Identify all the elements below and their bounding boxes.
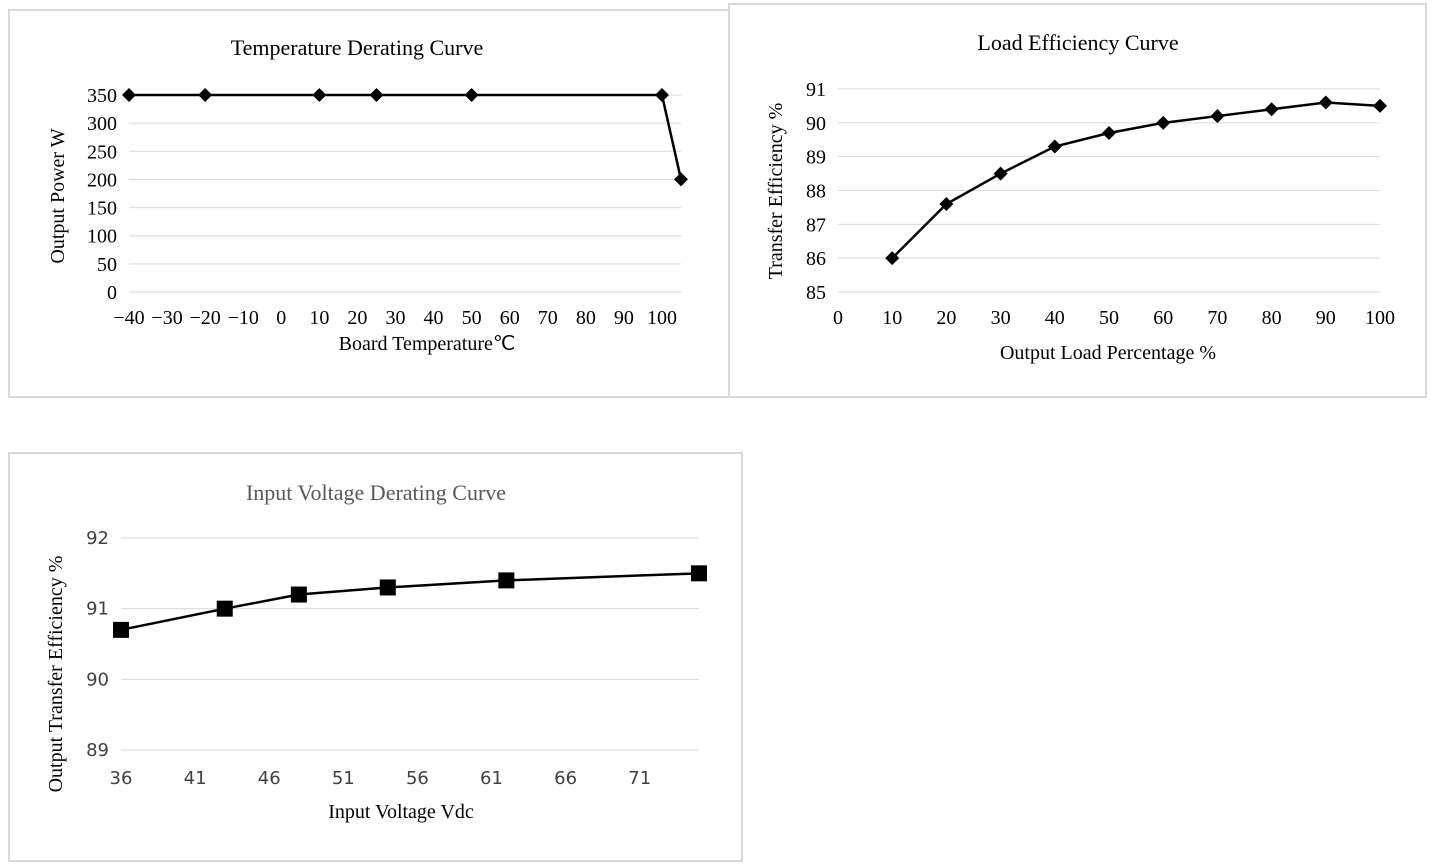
x-tick-label: 50 (462, 307, 482, 329)
x-tick-label: −10 (228, 307, 259, 329)
y-tick-label: 0 (107, 282, 117, 304)
x-tick-label: 20 (347, 307, 367, 329)
x-tick-label: 90 (1316, 307, 1336, 329)
y-tick-label: 300 (87, 113, 117, 135)
data-point-marker (379, 579, 396, 596)
series-line (120, 572, 700, 632)
temperature-derating-chart: Temperature Derating Curve Board Tempera… (8, 9, 730, 398)
y-tick-label: 89 (806, 147, 826, 169)
data-point-marker (885, 251, 900, 266)
input-voltage-derating-plot: Input Voltage Derating Curve Input Volta… (45, 480, 707, 823)
y-tick-label: 90 (86, 669, 109, 690)
x-tick-label: 70 (538, 307, 558, 329)
x-tick-label: 60 (500, 307, 520, 329)
data-point-marker (498, 572, 515, 589)
x-tick-label: 61 (480, 768, 503, 789)
x-tick-label: −20 (189, 307, 220, 329)
x-tick-label: 66 (554, 768, 577, 789)
data-point-marker (691, 565, 707, 582)
y-axis-label: Output Transfer Efficiency % (45, 556, 67, 793)
x-tick-label: 40 (424, 307, 444, 329)
data-point-marker (1102, 125, 1116, 140)
y-tick-label: 85 (806, 282, 826, 304)
y-axis-label: Transfer Efficiency % (765, 103, 787, 280)
data-point-marker (654, 88, 669, 102)
x-tick-label: 46 (258, 768, 281, 789)
x-tick-label: 40 (1045, 307, 1065, 329)
data-point-marker (939, 197, 954, 212)
data-point-marker (113, 621, 129, 638)
series-line (129, 93, 683, 180)
data-point-marker (674, 172, 688, 187)
x-tick-label: 0 (276, 307, 286, 329)
y-tick-label: 92 (86, 528, 109, 549)
x-tick-label: −40 (113, 307, 144, 329)
data-point-marker (216, 600, 233, 617)
x-tick-label: 100 (647, 307, 677, 329)
x-tick-label: 80 (576, 307, 596, 329)
data-point-marker (198, 88, 213, 102)
data-point-marker (312, 88, 327, 102)
x-tick-label: 80 (1262, 307, 1282, 329)
y-tick-label: 87 (806, 214, 826, 236)
x-tick-label: −30 (151, 307, 182, 329)
y-tick-label: 200 (87, 169, 117, 191)
y-tick-label: 350 (87, 85, 117, 107)
x-tick-label: 10 (882, 307, 902, 329)
x-tick-label: 36 (110, 768, 133, 789)
x-tick-label: 100 (1365, 307, 1395, 329)
y-tick-label: 90 (806, 113, 826, 135)
x-tick-label: 71 (628, 768, 651, 789)
data-point-marker (122, 88, 136, 102)
chart-title: Temperature Derating Curve (231, 35, 484, 60)
x-tick-label: 90 (614, 307, 634, 329)
x-tick-label: 50 (1099, 307, 1119, 329)
data-point-marker (1318, 95, 1333, 110)
x-axis-label: Board Temperature℃ (339, 333, 516, 355)
data-point-marker (1210, 109, 1225, 124)
data-point-marker (1156, 115, 1171, 130)
load-efficiency-plot: Load Efficiency Curve Output Load Percen… (765, 30, 1395, 364)
data-point-marker (1047, 139, 1062, 154)
data-point-marker (1373, 98, 1387, 113)
x-tick-label: 0 (833, 307, 843, 329)
y-tick-label: 89 (86, 740, 109, 761)
x-tick-label: 70 (1207, 307, 1227, 329)
y-tick-label: 88 (806, 181, 826, 203)
y-tick-label: 86 (806, 248, 826, 270)
x-tick-label: 10 (309, 307, 329, 329)
series-line (891, 101, 1381, 260)
x-axis-label: Input Voltage Vdc (328, 801, 474, 823)
y-tick-label: 50 (97, 254, 117, 276)
x-tick-label: 51 (332, 768, 355, 789)
data-point-marker (993, 166, 1008, 181)
x-tick-label: 41 (184, 768, 207, 789)
y-tick-label: 91 (806, 79, 826, 101)
y-tick-label: 250 (87, 141, 117, 163)
input-voltage-derating-chart: Input Voltage Derating Curve Input Volta… (8, 452, 743, 862)
chart-title: Input Voltage Derating Curve (246, 480, 506, 505)
x-tick-label: 30 (385, 307, 405, 329)
data-point-marker (369, 88, 384, 102)
y-axis-label: Output Power W (47, 128, 69, 263)
data-point-marker (464, 88, 479, 102)
x-tick-label: 20 (936, 307, 956, 329)
x-tick-label: 30 (991, 307, 1011, 329)
chart-title: Load Efficiency Curve (977, 30, 1178, 55)
load-efficiency-chart: Load Efficiency Curve Output Load Percen… (728, 3, 1427, 398)
data-point-marker (1264, 102, 1279, 117)
x-tick-label: 60 (1153, 307, 1173, 329)
y-tick-label: 150 (87, 198, 117, 220)
y-tick-label: 100 (87, 226, 117, 248)
y-tick-label: 91 (86, 599, 109, 620)
temperature-derating-plot: Temperature Derating Curve Board Tempera… (47, 35, 688, 355)
data-point-marker (290, 586, 307, 603)
x-axis-label: Output Load Percentage % (1000, 342, 1216, 364)
x-tick-label: 56 (406, 768, 429, 789)
